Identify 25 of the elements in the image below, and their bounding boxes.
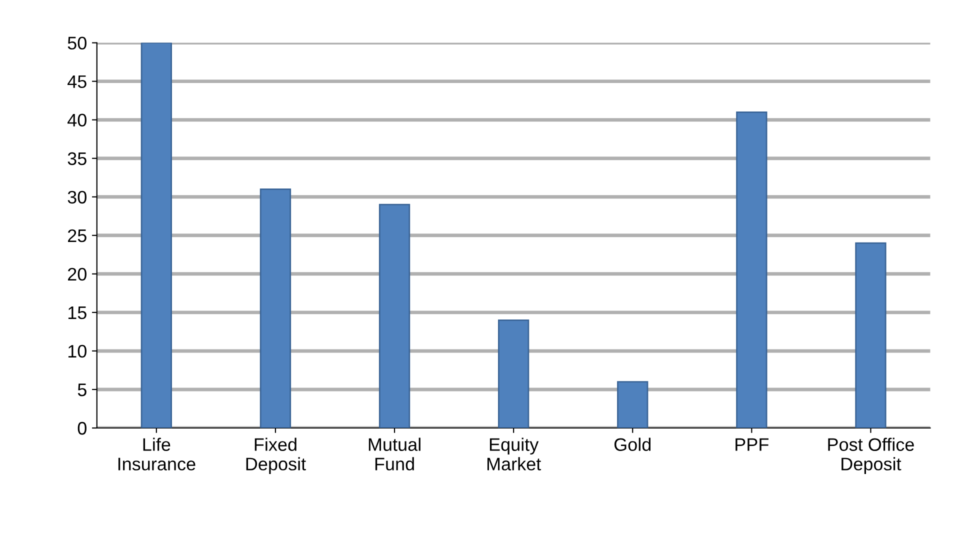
x-tick-label: Gold [614, 438, 651, 451]
bar [260, 188, 292, 428]
bar [378, 204, 410, 428]
x-tick-label: PPF [736, 438, 768, 451]
y-tick-label: 30 [68, 190, 86, 204]
bar [140, 42, 172, 428]
y-tick-label: 5 [78, 384, 86, 396]
y-tick-label: 45 [68, 75, 86, 88]
y-tick-label: 20 [68, 268, 86, 281]
x-tick-label: Life Insurance [118, 438, 196, 470]
y-tick-label: 0 [78, 422, 86, 435]
x-tick-label: Post Office Deposit [828, 438, 914, 474]
y-tick-label: 35 [68, 152, 86, 166]
y-tick-label: 40 [68, 114, 86, 127]
x-tick-label: Equity Market [487, 438, 542, 470]
y-tick-label: 15 [68, 306, 86, 320]
x-tick-label: Fixed Deposit [246, 438, 306, 474]
bar [855, 242, 886, 428]
x-tick-label: Mutual Fund [368, 438, 420, 470]
y-tick-label: 50 [68, 36, 86, 50]
y-tick-label: 10 [68, 344, 86, 358]
bar [617, 381, 648, 428]
y-tick-label: 25 [68, 229, 86, 242]
bar [736, 111, 768, 428]
bar [498, 319, 530, 428]
